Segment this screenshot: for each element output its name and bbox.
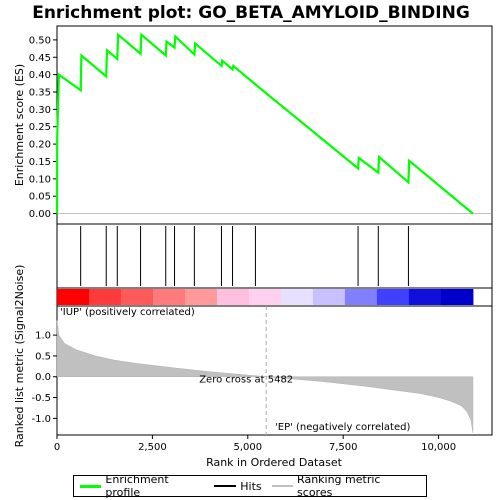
metric-y-tick-label: -1.0 <box>31 414 51 425</box>
heatmap-cell <box>216 289 250 305</box>
legend: Enrichment profile Hits Ranking metric s… <box>73 473 427 499</box>
legend-label-hits: Hits <box>240 479 262 493</box>
es-y-ticks: 0.00 0.05 0.10 0.15 0.20 0.25 0.30 0.35 0.40 0.45… <box>29 35 57 220</box>
legend-swatch-hits <box>214 485 237 487</box>
chart-title: Enrichment plot: GO_BETA_AMYLOID_BINDING <box>32 3 470 23</box>
heatmap-cell <box>88 289 122 305</box>
es-y-tick-label: 0.05 <box>29 192 51 203</box>
legend-label-ranking: Ranking metric scores <box>297 473 381 499</box>
heatmap-bar <box>57 289 474 305</box>
es-series-line <box>55 32 474 215</box>
heatmap-cell <box>408 289 442 305</box>
metric-y-ticks: 1.0 0.5 0.0 -0.5 -1.0 <box>31 331 57 425</box>
es-panel: 0.00 0.05 0.10 0.15 0.20 0.25 0.30 0.35 0.40 0.45… <box>13 25 493 225</box>
metric-y-tick-label: 0.5 <box>35 351 51 362</box>
heatmap-cell <box>440 289 474 305</box>
hit-lines <box>80 226 409 286</box>
es-panel-frame <box>56 25 493 225</box>
x-tick-label: 10,000 <box>421 442 456 453</box>
es-y-tick-label: 0.00 <box>29 209 51 220</box>
x-tick-label: 0 <box>54 442 60 453</box>
heatmap-cell <box>152 289 186 305</box>
es-curve <box>55 32 474 215</box>
heatmap-cell <box>184 289 218 305</box>
heatmap-cell <box>120 289 154 305</box>
x-tick-label: 5,000 <box>233 442 262 453</box>
metric-panel: 1.0 0.5 0.0 -0.5 -1.0 Zero cross at 5482 'IU… <box>13 265 493 469</box>
es-y-tick-label: 0.25 <box>29 122 51 133</box>
heatmap-cell <box>57 289 90 305</box>
metric-area <box>56 320 474 433</box>
es-y-tick-label: 0.40 <box>29 70 51 81</box>
es-y-label: Enrichment score (ES) <box>13 64 26 186</box>
es-y-tick-label: 0.15 <box>29 157 51 168</box>
legend-swatch-enrichment <box>80 484 102 488</box>
legend-label-enrichment: Enrichment profile <box>105 473 169 499</box>
zero-cross-label: Zero cross at 5482 <box>199 375 293 386</box>
heatmap-cell <box>312 289 346 305</box>
es-y-tick-label: 0.50 <box>29 35 51 46</box>
metric-y-tick-label: 0.0 <box>35 372 51 383</box>
legend-item-ranking: Ranking metric scores <box>271 473 416 499</box>
x-ticks: 0 2,500 5,000 7,500 10,000 <box>54 435 456 453</box>
legend-item-hits: Hits <box>214 479 262 493</box>
metric-y-tick-label: 1.0 <box>35 331 51 342</box>
hits-panel <box>56 223 493 289</box>
es-y-tick-label: 0.35 <box>29 88 51 99</box>
heatmap-panel <box>56 287 493 307</box>
negative-label: 'EP' (negatively correlated) <box>275 422 410 433</box>
heatmap-cell <box>248 289 282 305</box>
hits-panel-frame <box>56 223 493 289</box>
legend-swatch-ranking <box>271 485 294 487</box>
metric-series-area <box>56 320 474 433</box>
metric-y-tick-label: -0.5 <box>31 393 51 404</box>
es-y-tick-label: 0.30 <box>29 105 51 116</box>
heatmap-cell <box>376 289 410 305</box>
metric-y-label: Ranked list metric (Signal2Noise) <box>13 265 26 448</box>
heatmap-cell <box>344 289 378 305</box>
es-y-tick-label: 0.10 <box>29 174 51 185</box>
x-tick-label: 7,500 <box>329 442 358 453</box>
es-y-tick-label: 0.45 <box>29 53 51 64</box>
positive-label: 'IUP' (positively correlated) <box>60 307 195 318</box>
legend-item-enrichment: Enrichment profile <box>80 473 204 499</box>
x-tick-label: 2,500 <box>138 442 167 453</box>
heatmap-cell <box>280 289 314 305</box>
es-y-tick-label: 0.20 <box>29 140 51 151</box>
x-label: Rank in Ordered Dataset <box>206 456 343 469</box>
